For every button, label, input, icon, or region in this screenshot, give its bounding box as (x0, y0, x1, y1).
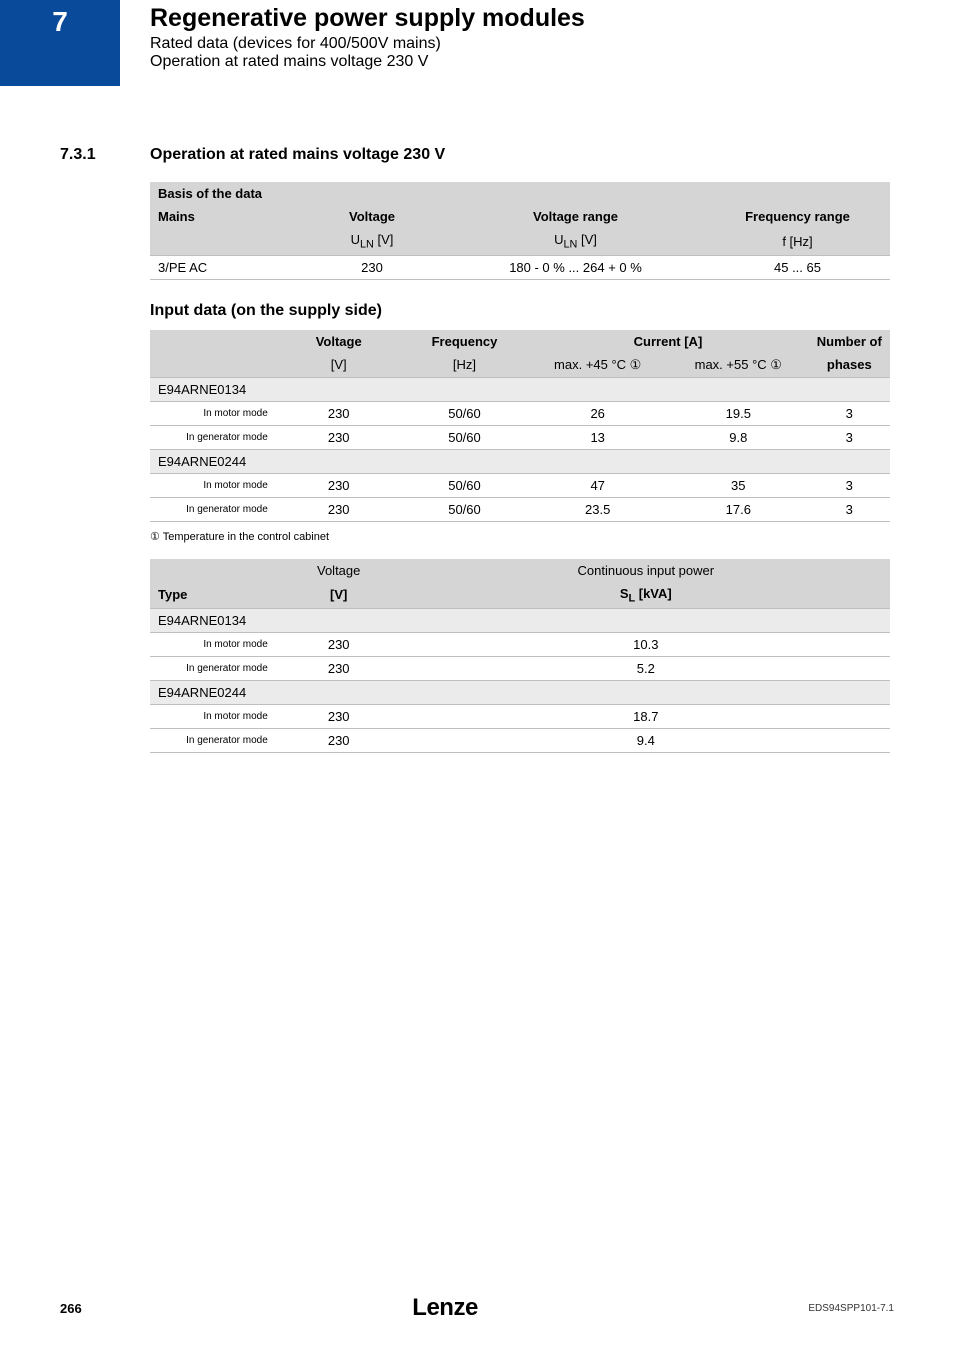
t2-h-blank (150, 559, 276, 582)
tables-container: Basis of the data Mains Voltage Voltage … (150, 182, 894, 753)
basis-table-title: Basis of the data (150, 182, 890, 205)
page-header: 7 Regenerative power supply modules Rate… (0, 0, 954, 86)
t2-g0-r0-c1: 10.3 (402, 633, 890, 657)
chapter-subtitle-1: Rated data (devices for 400/500V mains) (150, 35, 585, 53)
t1-u-55: max. +55 °C ① (668, 353, 809, 378)
t1-g0-r1-c1: 50/60 (402, 425, 528, 449)
input-table-1: Voltage Frequency Current [A] Number of … (150, 330, 890, 522)
t1-g1-r0-c1: 50/60 (402, 473, 528, 497)
section-title: Operation at rated mains voltage 230 V (150, 146, 445, 164)
footnote: ① Temperature in the control cabinet (150, 530, 894, 543)
t1-g1-r0-c3: 35 (668, 473, 809, 497)
t2-g1-r0-c0: 230 (276, 705, 402, 729)
basis-col-voltage: Voltage (298, 205, 446, 228)
t2-u-type: Type (150, 582, 276, 609)
t1-g1-r1-c0: 230 (276, 497, 402, 521)
t1-u-blank (150, 353, 276, 378)
section-number: 7.3.1 (60, 146, 150, 164)
lenze-logo: Lenze (412, 1294, 478, 1322)
t1-g0-r1-c4: 3 (809, 425, 890, 449)
t2-g0-r0-lbl: In motor mode (150, 633, 276, 657)
t1-g0-r1-c0: 230 (276, 425, 402, 449)
t1-g0-r1-c3: 9.8 (668, 425, 809, 449)
t1-g1-r1-c3: 17.6 (668, 497, 809, 521)
t2-g1-r1-c0: 230 (276, 729, 402, 753)
basis-unit-0 (150, 228, 298, 255)
chapter-subtitle-2: Operation at rated mains voltage 230 V (150, 53, 585, 71)
section-heading-row: 7.3.1 Operation at rated mains voltage 2… (60, 146, 894, 164)
t1-g1-r1-c2: 23.5 (527, 497, 668, 521)
t1-u-hz: [Hz] (402, 353, 528, 378)
t1-g1-r1-c1: 50/60 (402, 497, 528, 521)
basis-table: Basis of the data Mains Voltage Voltage … (150, 182, 890, 280)
basis-row-0: 3/PE AC (150, 255, 298, 279)
t1-h-blank (150, 330, 276, 353)
content-area: 7.3.1 Operation at rated mains voltage 2… (0, 146, 954, 753)
t1-u-v: [V] (276, 353, 402, 378)
t2-h-voltage: Voltage (276, 559, 402, 582)
t1-g0-r0-c4: 3 (809, 401, 890, 425)
t1-g1-r1-lbl: In generator mode (150, 497, 276, 521)
basis-row-3: 45 ... 65 (705, 255, 890, 279)
t2-g1-r0-lbl: In motor mode (150, 705, 276, 729)
basis-col-mains: Mains (150, 205, 298, 228)
basis-unit-1: ULN [V] (298, 228, 446, 255)
t2-g0-r1-c1: 5.2 (402, 657, 890, 681)
t2-g1-r1-lbl: In generator mode (150, 729, 276, 753)
t1-u-45: max. +45 °C ① (527, 353, 668, 378)
t2-g0-r0-c0: 230 (276, 633, 402, 657)
t2-g0-r1-lbl: In generator mode (150, 657, 276, 681)
t1-h-freq: Frequency (402, 330, 528, 353)
input-table-2: Voltage Continuous input power Type [V] … (150, 559, 890, 754)
t1-g0: E94ARNE0134 (150, 377, 890, 401)
t2-g0-r1-c0: 230 (276, 657, 402, 681)
t2-g1-r0-c1: 18.7 (402, 705, 890, 729)
t1-u-phases: phases (809, 353, 890, 378)
basis-col-freq: Frequency range (705, 205, 890, 228)
t1-g0-r0-lbl: In motor mode (150, 401, 276, 425)
t1-g0-r1-lbl: In generator mode (150, 425, 276, 449)
t1-g0-r0-c1: 50/60 (402, 401, 528, 425)
t1-h-voltage: Voltage (276, 330, 402, 353)
chapter-titles: Regenerative power supply modules Rated … (120, 0, 585, 86)
t1-g0-r0-c0: 230 (276, 401, 402, 425)
chapter-title: Regenerative power supply modules (150, 4, 585, 33)
basis-col-range: Voltage range (446, 205, 705, 228)
t2-u-v: [V] (276, 582, 402, 609)
basis-unit-2: ULN [V] (446, 228, 705, 255)
basis-unit-3: f [Hz] (705, 228, 890, 255)
document-id: EDS94SPP101-7.1 (808, 1303, 894, 1314)
t1-g1-r0-c4: 3 (809, 473, 890, 497)
t1-h-phases-top: Number of (809, 330, 890, 353)
basis-row-1: 230 (298, 255, 446, 279)
t2-g1: E94ARNE0244 (150, 681, 890, 705)
t2-u-sl: SL [kVA] (402, 582, 890, 609)
t1-g1-r0-lbl: In motor mode (150, 473, 276, 497)
t2-h-power: Continuous input power (402, 559, 890, 582)
t1-g0-r0-c2: 26 (527, 401, 668, 425)
t2-g0: E94ARNE0134 (150, 609, 890, 633)
page-footer: 266 Lenze EDS94SPP101-7.1 (0, 1294, 954, 1322)
t1-g1: E94ARNE0244 (150, 449, 890, 473)
t1-h-current: Current [A] (527, 330, 808, 353)
input-heading: Input data (on the supply side) (150, 302, 894, 320)
basis-row-2: 180 - 0 % ... 264 + 0 % (446, 255, 705, 279)
t1-g0-r0-c3: 19.5 (668, 401, 809, 425)
t1-g1-r0-c0: 230 (276, 473, 402, 497)
t2-g1-r1-c1: 9.4 (402, 729, 890, 753)
t1-g1-r1-c4: 3 (809, 497, 890, 521)
t1-g0-r1-c2: 13 (527, 425, 668, 449)
t1-g1-r0-c2: 47 (527, 473, 668, 497)
chapter-number: 7 (0, 0, 120, 86)
page-number: 266 (60, 1301, 82, 1316)
